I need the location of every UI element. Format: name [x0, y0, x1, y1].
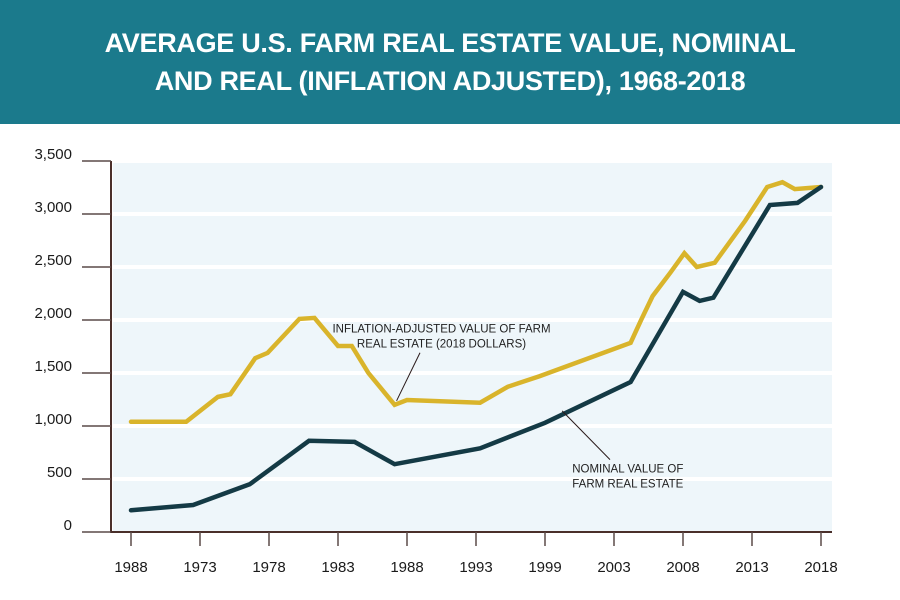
plot-background: [113, 162, 832, 532]
y-tick-label: 500: [47, 464, 72, 481]
annotation-nominal: NOMINAL VALUE OF FARM REAL ESTATE: [561, 410, 684, 491]
y-tick-label: 1,500: [34, 358, 72, 375]
y-tick-label: 0: [64, 517, 72, 534]
x-tick-label: 1988: [114, 559, 147, 576]
annotation-inflation-adjusted: INFLATION-ADJUSTED VALUE OF FARM REAL EST…: [332, 324, 551, 402]
series-line-inflation-adjusted: [128, 179, 824, 425]
annotation-text: REAL ESTATE (2018 DOLLARS): [357, 339, 526, 351]
annotation-text: INFLATION-ADJUSTED VALUE OF FARM: [332, 324, 550, 336]
y-tick-label: 1,000: [34, 411, 72, 428]
y-tick-label: 2,000: [34, 305, 72, 322]
y-tick-label: 3,000: [34, 199, 72, 216]
y-tick-label: 3,500: [34, 146, 72, 163]
annotation-text: FARM REAL ESTATE: [572, 479, 683, 491]
x-tick-label: 2018: [804, 559, 837, 576]
x-tick-label: 1993: [459, 559, 492, 576]
x-tick-label: 2008: [666, 559, 699, 576]
annotation-text: NOMINAL VALUE OF: [572, 464, 683, 476]
x-tick-label: 1978: [252, 559, 285, 576]
x-tick-label: 2013: [735, 559, 768, 576]
annotations: INFLATION-ADJUSTED VALUE OF FARM REAL EST…: [332, 324, 683, 491]
annotation-leader-line: [561, 410, 611, 460]
annotation-leader-line: [396, 352, 421, 402]
y-tick-label: 2,500: [34, 252, 72, 269]
x-tick-label: 1973: [183, 559, 216, 576]
x-tick-label: 1999: [528, 559, 561, 576]
x-tick-label: 1983: [321, 559, 354, 576]
x-tick-label: 1988: [390, 559, 423, 576]
x-axis: 1988 1973 1978 1983 1988 1993 1999 2003 2008 2013…: [111, 531, 838, 576]
chart-title-banner: AVERAGE U.S. FARM REAL ESTATE VALUE, NOM…: [0, 0, 900, 124]
y-axis: 0 500 1,000 1,500 2,000 2,500 3,000 3,500: [34, 146, 112, 534]
series-line-nominal: [128, 184, 824, 513]
chart-title-line-1: AVERAGE U.S. FARM REAL ESTATE VALUE, NOM…: [104, 28, 796, 58]
series-layer: [128, 179, 824, 513]
chart-title-line-2: AND REAL (INFLATION ADJUSTED), 1968-2018: [154, 66, 746, 96]
gridlines: [113, 159, 832, 481]
x-tick-label: 2003: [597, 559, 630, 576]
